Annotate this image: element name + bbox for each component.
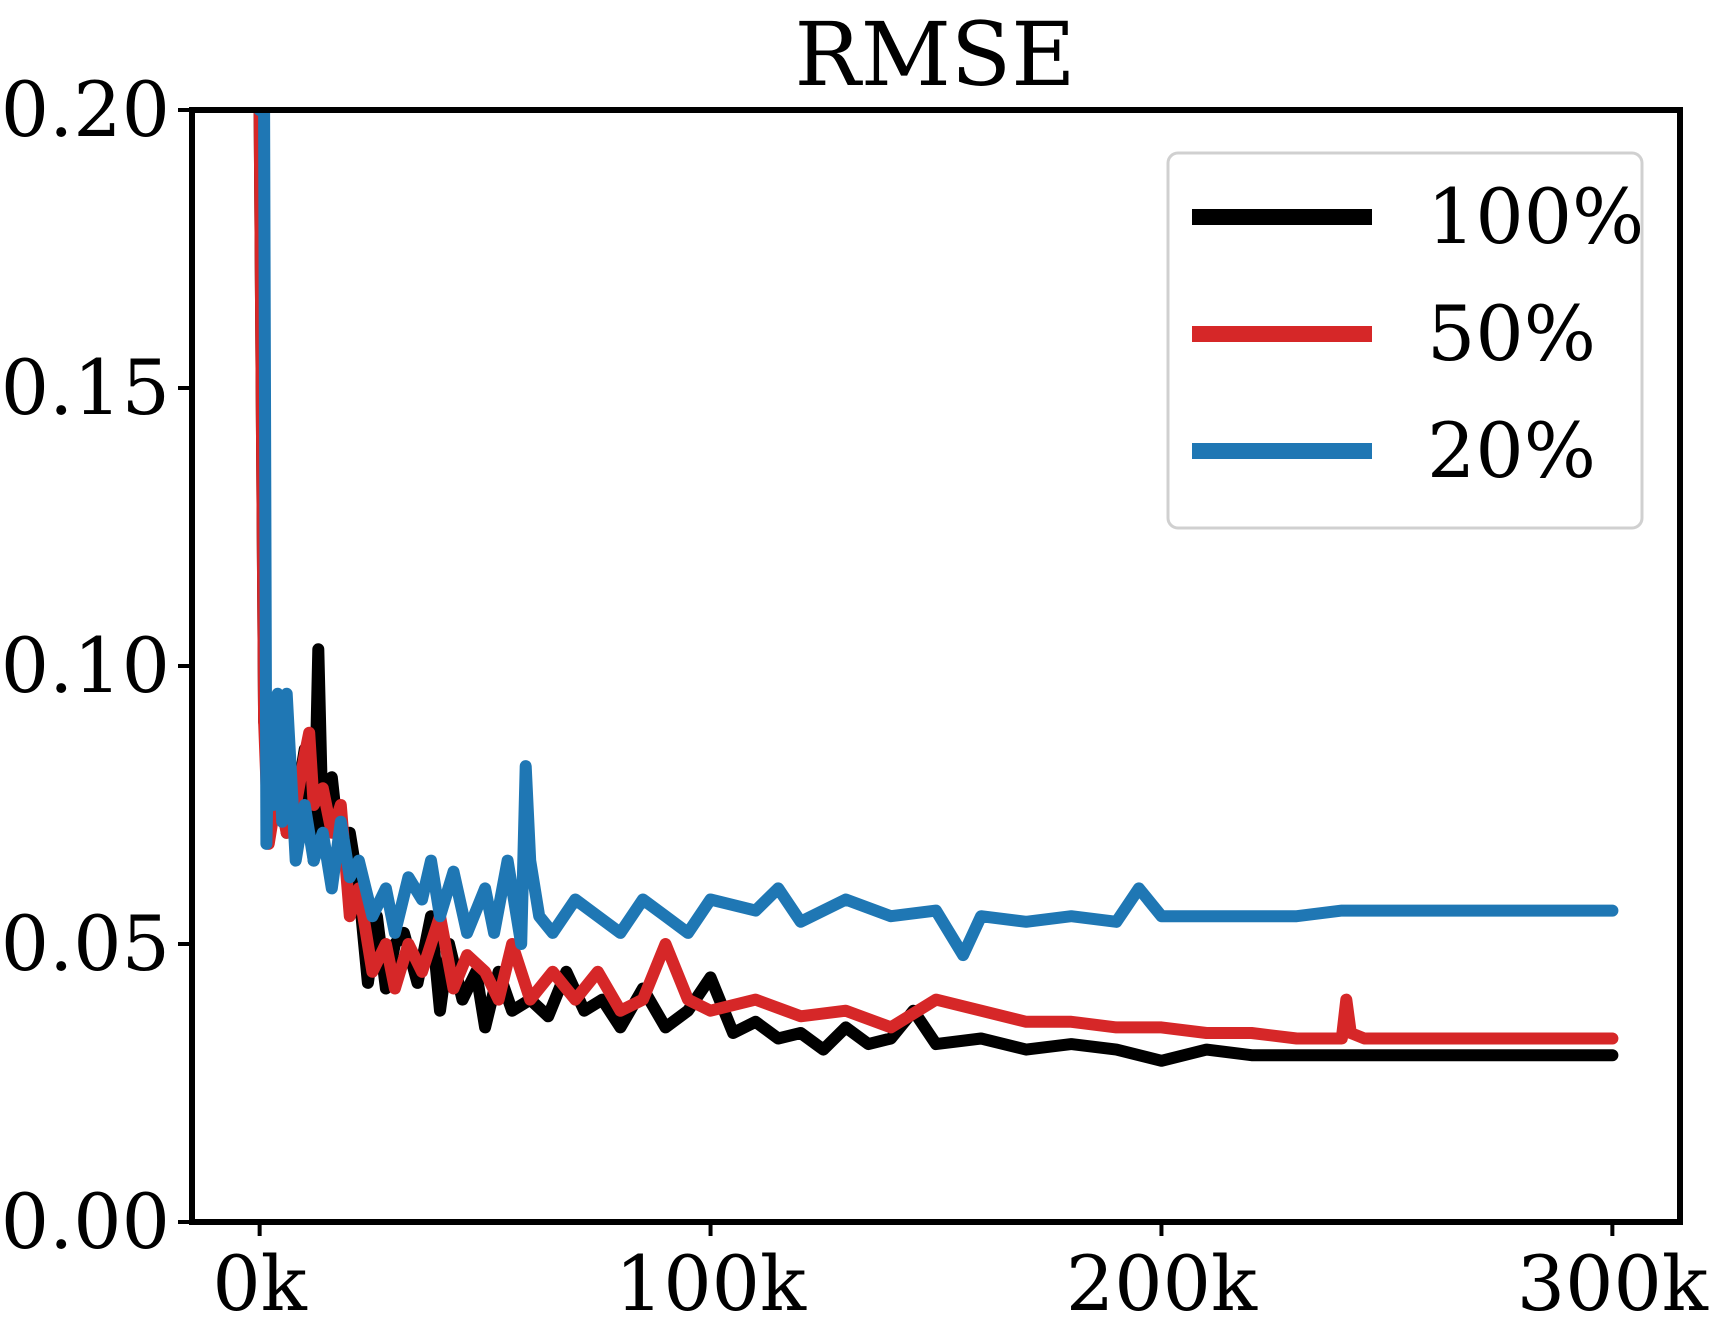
series-line-1	[253, 110, 1619, 1067]
legend-label-1: 100%	[1427, 172, 1644, 261]
y-tick-label: 0.20	[1, 65, 170, 154]
y-axis: 0.00 0.05 0.10 0.15 0.20	[1, 65, 192, 1266]
legend-label-2: 50%	[1427, 289, 1596, 378]
y-tick-label: 0.10	[1, 621, 170, 710]
plot-frame	[189, 107, 1683, 1225]
legend: 100% 50% 20%	[1166, 151, 1644, 530]
series-line-3	[253, 110, 1619, 962]
x-tick-label: 100k	[615, 1239, 807, 1328]
x-tick-label: 300k	[1517, 1239, 1709, 1328]
x-axis: 0k 100k 200k 300k	[212, 1222, 1709, 1328]
series-line-2	[253, 110, 1619, 1045]
x-tick-label: 0k	[212, 1239, 307, 1328]
x-tick-label: 200k	[1066, 1239, 1258, 1328]
legend-label-3: 20%	[1427, 406, 1596, 495]
y-tick-label: 0.00	[1, 1177, 170, 1266]
chart-title: RMSE	[795, 3, 1076, 106]
series-lines	[253, 110, 1619, 1067]
y-tick-label: 0.15	[1, 343, 170, 432]
legend-box	[1166, 151, 1644, 530]
y-tick-label: 0.05	[1, 899, 170, 988]
